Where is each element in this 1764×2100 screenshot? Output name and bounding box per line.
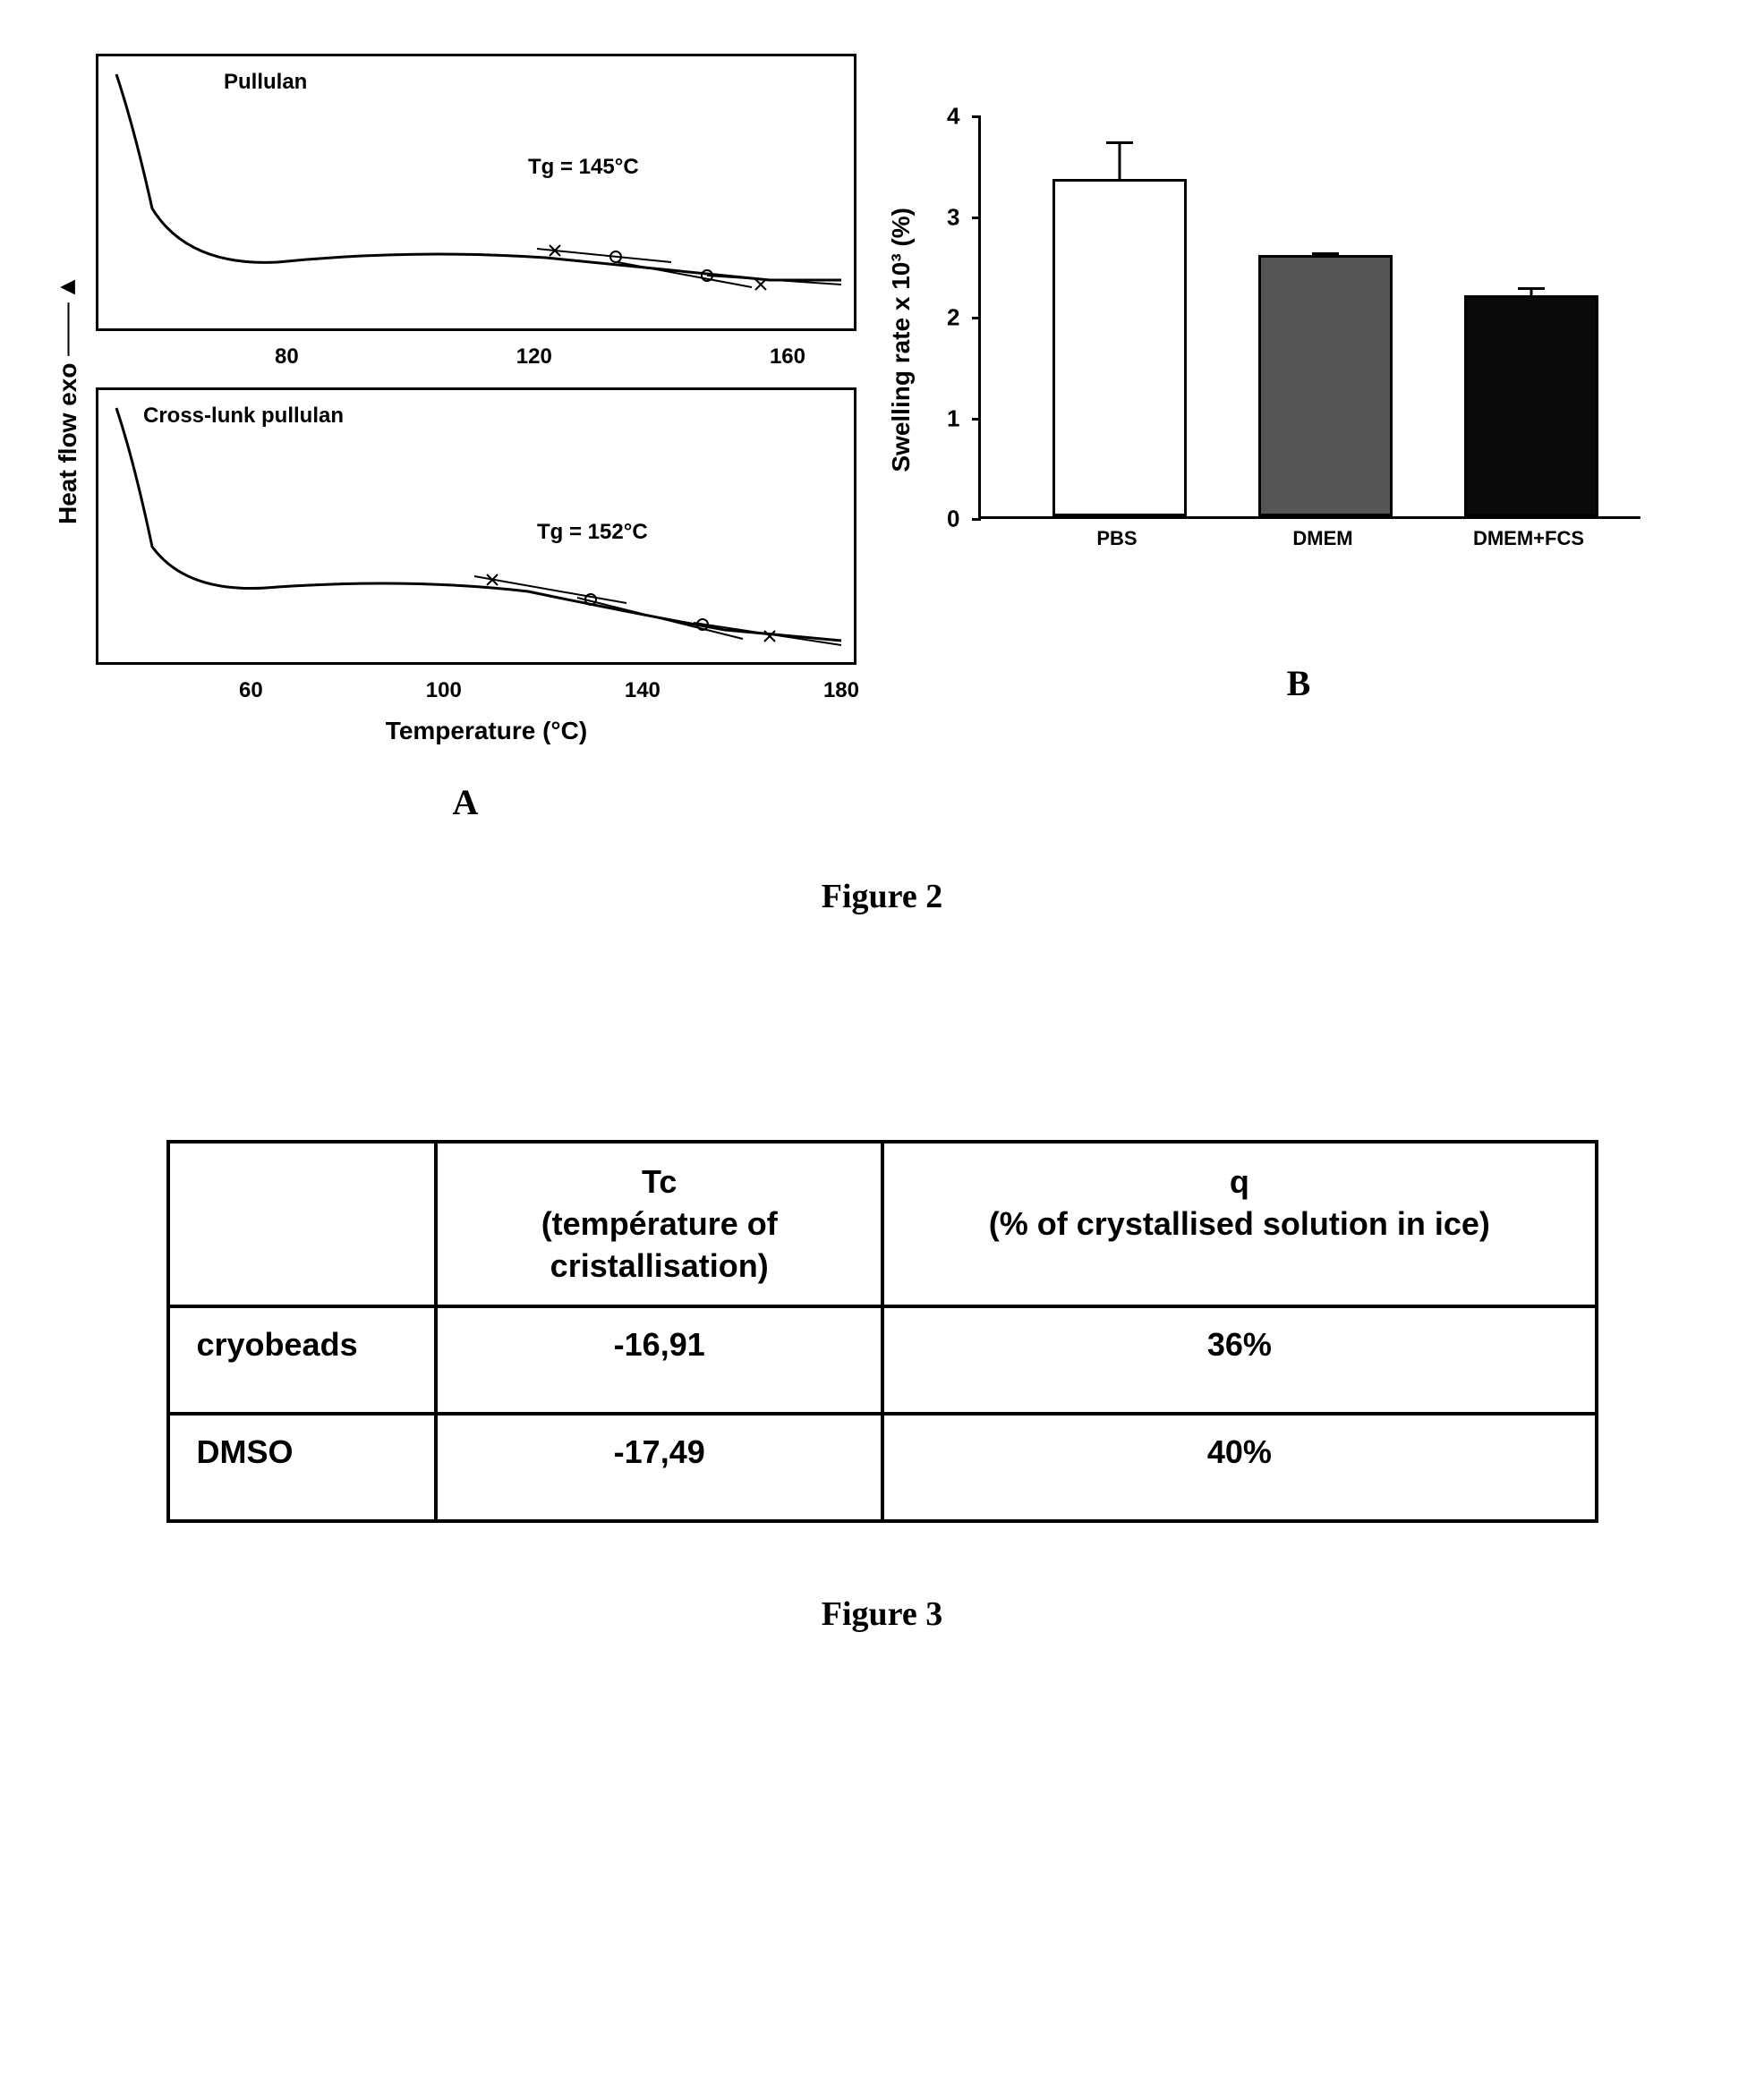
chart2-x-ticks: 60 100 140 180: [96, 674, 877, 708]
bar-dmem: [1258, 255, 1393, 517]
header-q-main: q: [911, 1161, 1567, 1203]
panel-a-letter: A: [54, 781, 877, 823]
y-tick-mark: [972, 418, 981, 421]
row0-tc: -16,91: [436, 1306, 882, 1414]
bar-pbs: [1052, 179, 1187, 516]
x-tick-label: 80: [275, 344, 299, 370]
dsc-charts: Pullulan Tg = 145°C 80 120 160 Cross-lunk …: [96, 54, 877, 745]
dsc-container: Heat flow exo ───► Pullulan Tg = 145°C 8…: [54, 54, 877, 745]
row1-tc: -17,49: [436, 1414, 882, 1521]
y-tick-label: 1: [947, 404, 959, 432]
x-tick-label: 100: [426, 678, 462, 703]
panel-a: Heat flow exo ───► Pullulan Tg = 145°C 8…: [54, 54, 877, 823]
y-tick-label: 3: [947, 203, 959, 231]
y-tick-label: 4: [947, 103, 959, 131]
row0-label: cryobeads: [168, 1306, 437, 1414]
chart2-svg: [98, 390, 854, 662]
dsc-chart-pullulan: Pullulan Tg = 145°C: [96, 54, 856, 331]
bar-x-label: DMEM: [1292, 527, 1352, 550]
x-tick-label: 120: [516, 344, 552, 370]
dsc-chart-crosslinked: Cross-lunk pullulan Tg = 152°C: [96, 387, 856, 665]
bar-dmem+fcs: [1464, 295, 1598, 517]
table-row: DMSO -17,49 40%: [168, 1414, 1597, 1521]
figure3-caption: Figure 3: [54, 1594, 1710, 1634]
row1-q: 40%: [882, 1414, 1596, 1521]
panel-b-letter: B: [887, 662, 1710, 704]
row1-label: DMSO: [168, 1414, 437, 1521]
chart1-x-ticks: 80 120 160: [96, 340, 877, 374]
table-header-tc: Tc (température of cristallisation): [436, 1142, 882, 1306]
header-q-sub: (% of crystallised solution in ice): [911, 1203, 1567, 1246]
x-tick-label: 160: [770, 344, 805, 370]
bar-plot-area: [978, 116, 1640, 519]
x-tick-label: 180: [823, 678, 859, 703]
error-cap: [1312, 252, 1339, 255]
error-cap: [1106, 141, 1133, 144]
x-tick-label: 140: [625, 678, 660, 703]
error-bar: [1119, 141, 1121, 182]
bar-x-label: PBS: [1096, 527, 1137, 550]
table-header-empty: [168, 1142, 437, 1306]
y-tick-mark: [972, 317, 981, 319]
y-tick-label: 0: [947, 506, 959, 533]
table-header-q: q (% of crystallised solution in ice): [882, 1142, 1596, 1306]
table-header-row: Tc (température of cristallisation) q (%…: [168, 1142, 1597, 1306]
figure3-table: Tc (température of cristallisation) q (%…: [166, 1140, 1598, 1523]
figure2-container: Heat flow exo ───► Pullulan Tg = 145°C 8…: [54, 54, 1710, 823]
y-tick-label: 2: [947, 304, 959, 332]
panel-a-y-label: Heat flow exo ───►: [54, 114, 82, 686]
y-tick-mark: [972, 518, 981, 521]
panel-b-y-label: Swelling rate x 10³ (%): [887, 208, 916, 472]
bar-x-label: DMEM+FCS: [1473, 527, 1584, 550]
table-row: cryobeads -16,91 36%: [168, 1306, 1597, 1414]
error-cap: [1518, 287, 1545, 290]
panel-a-x-label: Temperature (°C): [96, 717, 877, 745]
bar-chart: 0 1 2 3 4 PBS DMEM DMEM+FCS: [925, 98, 1658, 582]
header-tc-sub: (température of cristallisation): [464, 1203, 854, 1288]
chart1-svg: [98, 56, 854, 328]
header-tc-main: Tc: [464, 1161, 854, 1203]
y-tick-mark: [972, 115, 981, 118]
panel-b: Swelling rate x 10³ (%) 0 1 2 3 4 PBS DMEM DME…: [887, 54, 1710, 704]
x-tick-label: 60: [239, 678, 263, 703]
figure2-caption: Figure 2: [54, 877, 1710, 916]
bar-chart-container: Swelling rate x 10³ (%) 0 1 2 3 4 PBS DMEM DME…: [887, 54, 1710, 626]
y-tick-mark: [972, 217, 981, 219]
row0-q: 36%: [882, 1306, 1596, 1414]
